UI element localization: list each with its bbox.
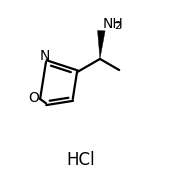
Text: NH: NH xyxy=(102,17,123,31)
Text: N: N xyxy=(39,49,50,63)
Polygon shape xyxy=(98,31,105,59)
Text: HCl: HCl xyxy=(66,151,95,169)
Text: O: O xyxy=(28,91,39,105)
Text: 2: 2 xyxy=(114,21,121,31)
